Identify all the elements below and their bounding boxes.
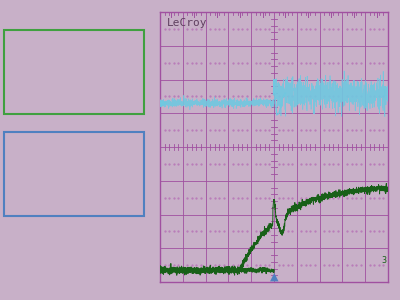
Text: .5 s
5.0 V: .5 s 5.0 V	[20, 58, 54, 83]
Text: 3: 3	[12, 36, 19, 46]
Text: ▶: ▶	[160, 263, 168, 274]
Text: ▲: ▲	[270, 272, 278, 282]
Text: .5 s
0.50kV: .5 s 0.50kV	[20, 160, 60, 185]
Text: ▶: ▶	[160, 98, 168, 108]
Text: 1: 1	[382, 88, 387, 98]
Text: 3: 3	[382, 256, 387, 265]
Text: 4: 4	[12, 138, 19, 148]
Text: LeCroy: LeCroy	[167, 18, 207, 28]
